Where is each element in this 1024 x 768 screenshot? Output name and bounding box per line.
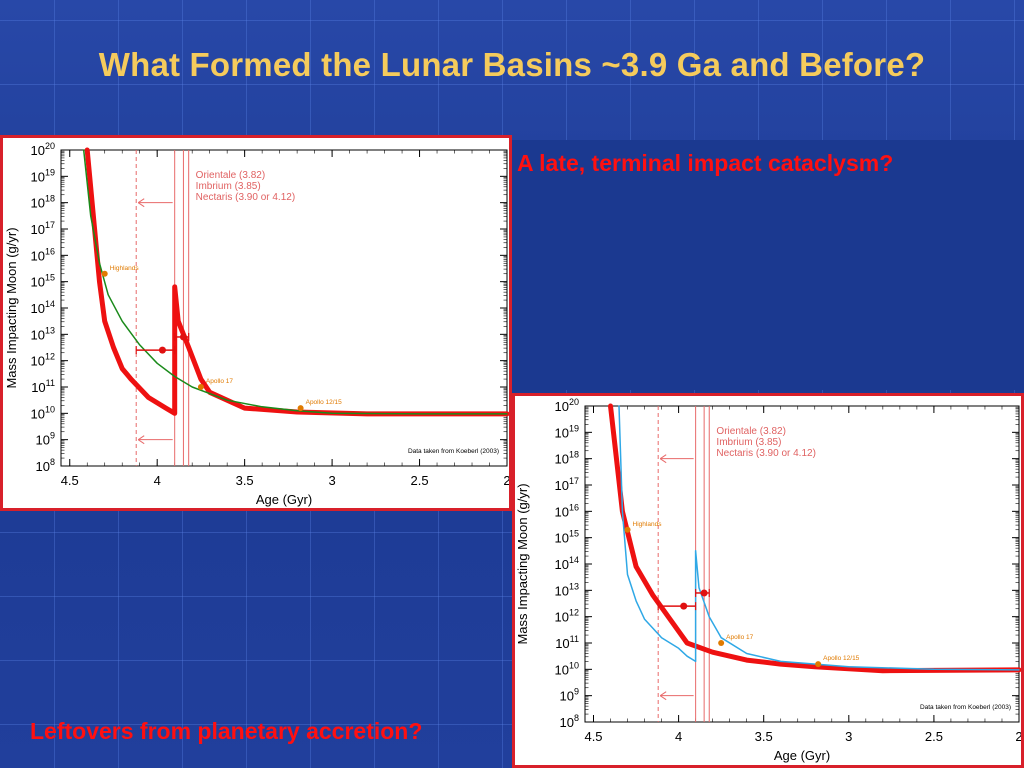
x-tick-label: 3 (328, 473, 335, 488)
y-tick-label: 1014 (31, 299, 55, 316)
y-tick-label: 1010 (31, 404, 55, 421)
nectaris-arrow-head (137, 198, 145, 208)
y-tick-label: 1017 (31, 220, 55, 237)
y-tick-label: 1020 (555, 397, 579, 414)
caption-accretion: Leftovers from planetary accretion? (30, 718, 423, 744)
sample-label: Apollo 12/15 (823, 655, 860, 662)
age-marker (700, 589, 708, 597)
y-tick-label: 1018 (31, 194, 55, 211)
chart-cataclysm: 108 109 1010 1011 1012 1013 1014 1015 1016 1017 10… (515, 397, 1021, 763)
chart-panel-accretion: 108 109 1010 1011 1012 1013 1014 1015 1016 1017 10… (0, 135, 512, 511)
caption-cataclysm: A late, terminal impact cataclysm? (517, 150, 894, 176)
y-tick-label: 1012 (31, 352, 55, 369)
sample-label: Apollo 17 (206, 378, 233, 385)
chart-accretion: 108 109 1010 1011 1012 1013 1014 1015 1016 1017 10… (4, 141, 509, 507)
y-tick-label: 108 (36, 457, 55, 474)
x-tick-label: 2.5 (925, 729, 943, 744)
y-axis-label: Mass Impacting Moon (g/yr) (515, 483, 530, 644)
chart-panel-cataclysm: 108 109 1010 1011 1012 1013 1014 1015 1016 1017 10… (512, 393, 1024, 768)
sample-point (718, 640, 725, 646)
x-tick-label: 4 (675, 729, 682, 744)
y-tick-label: 1014 (555, 555, 579, 572)
y-tick-label: 108 (560, 713, 579, 730)
nectaris-arrow-head (659, 454, 667, 464)
x-tick-label: 4.5 (61, 473, 79, 488)
sample-point (815, 661, 822, 668)
series-thin-line (82, 149, 508, 415)
x-tick-label: 3.5 (755, 729, 773, 744)
y-tick-label: 1012 (555, 608, 579, 625)
y-tick-label: 1015 (31, 273, 55, 290)
series-thick-line (84, 147, 509, 417)
y-tick-label: 1018 (555, 450, 579, 467)
y-tick-label: 1016 (555, 502, 579, 519)
legend-entry: Imbrium (3.85) (196, 181, 261, 192)
legend-entry: Orientale (3.82) (716, 426, 785, 437)
y-axis-label: Mass Impacting Moon (g/yr) (4, 227, 19, 388)
y-tick-label: 1010 (555, 660, 579, 677)
data-credit: Data taken from Koeberl (2003) (920, 704, 1011, 711)
y-tick-label: 109 (36, 431, 55, 448)
y-tick-label: 1016 (31, 246, 55, 263)
legend-entry: Imbrium (3.85) (716, 437, 781, 448)
data-credit: Data taken from Koeberl (2003) (408, 448, 499, 455)
age-marker (680, 602, 688, 610)
slide-title: What Formed the Lunar Basins ~3.9 Ga and… (98, 46, 926, 83)
x-tick-label: 3 (845, 729, 852, 744)
x-tick-label: 4.5 (584, 729, 602, 744)
y-tick-label: 1019 (555, 423, 579, 440)
legend-entry: Nectaris (3.90 or 4.12) (716, 448, 816, 459)
x-tick-label: 4 (154, 473, 161, 488)
x-tick-label: 3.5 (236, 473, 254, 488)
sample-label: Highlands (633, 521, 663, 528)
y-tick-label: 1020 (31, 141, 55, 158)
y-tick-label: 1017 (555, 476, 579, 493)
nectaris-arrow-head (659, 691, 667, 701)
y-tick-label: 109 (560, 687, 579, 704)
age-marker (158, 346, 166, 354)
series-thick-line (608, 403, 1021, 674)
y-tick-label: 1019 (31, 167, 55, 184)
header-band (510, 140, 1024, 390)
age-marker (179, 333, 187, 341)
y-tick-label: 1011 (31, 378, 55, 395)
x-tick-label: 2 (1015, 729, 1021, 744)
sample-point (197, 384, 204, 390)
sample-label: Highlands (110, 265, 140, 272)
x-tick-label: 2.5 (411, 473, 429, 488)
y-tick-label: 1013 (555, 581, 579, 598)
y-tick-label: 1015 (555, 529, 579, 546)
sample-label: Apollo 17 (726, 634, 753, 641)
x-tick-label: 2 (503, 473, 509, 488)
y-tick-label: 1013 (31, 325, 55, 342)
sample-point (624, 526, 631, 533)
nectaris-arrow-head (137, 435, 145, 445)
y-tick-label: 1011 (555, 634, 579, 651)
sample-label: Apollo 12/15 (306, 399, 343, 406)
x-axis-label: Age (Gyr) (774, 748, 830, 763)
x-axis-label: Age (Gyr) (256, 492, 312, 507)
legend-entry: Orientale (3.82) (196, 170, 265, 181)
sample-point (101, 270, 108, 277)
legend-entry: Nectaris (3.90 or 4.12) (196, 192, 296, 203)
sample-point (297, 405, 304, 412)
